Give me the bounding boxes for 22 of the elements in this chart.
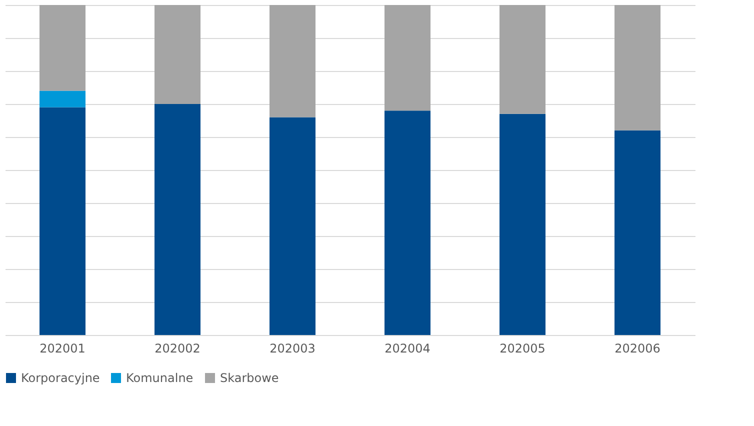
x-tick-label: 202001 [40, 342, 86, 356]
x-tick-label: 202005 [500, 342, 546, 356]
bar [384, 110, 430, 335]
x-tick-label: 202002 [154, 342, 200, 356]
bar [270, 5, 316, 118]
bar [270, 117, 316, 335]
bar [500, 5, 546, 114]
bar [40, 107, 86, 335]
bar [384, 5, 430, 111]
bar [154, 104, 200, 335]
bar [154, 5, 200, 104]
x-tick-label: 202004 [384, 342, 430, 356]
bar [614, 130, 660, 335]
bar [500, 114, 546, 335]
bar [40, 5, 86, 91]
bar [40, 90, 86, 108]
x-tick-label: 202006 [614, 342, 660, 356]
bar [614, 5, 660, 130]
x-tick-label: 202003 [270, 342, 316, 356]
legend-label: Komunalne [126, 371, 194, 385]
legend-label: Korporacyjne [21, 371, 100, 385]
legend-label: Skarbowe [220, 371, 279, 385]
